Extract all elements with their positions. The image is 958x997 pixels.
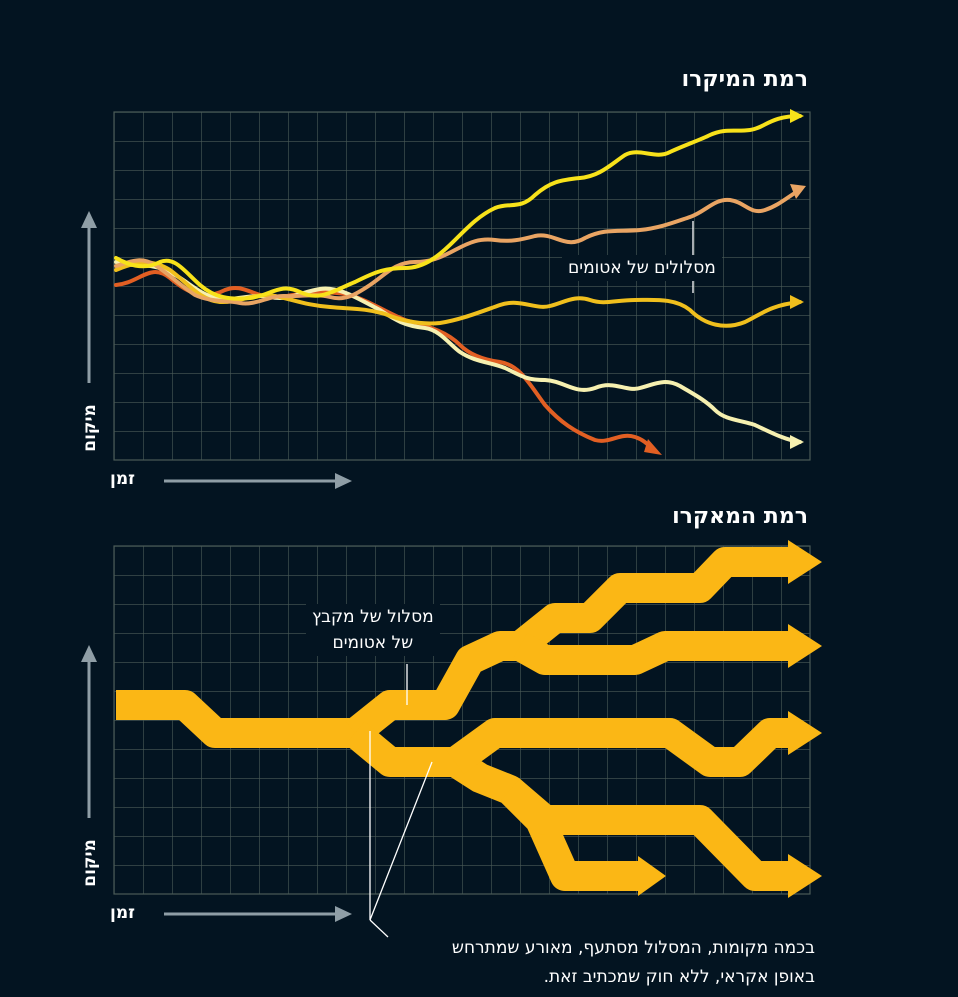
macro-y-axis-arrow [81,645,97,818]
micro-x-axis-label: זמן [110,469,135,489]
arrowhead-yellow [790,109,804,123]
macro-arrowhead-2 [788,624,822,668]
macro-band-upper-branch [345,547,790,745]
macro-caption: בכמה מקומות, המסלול מסתעף, מאורע שמתרחש … [395,934,815,992]
macro-band-lower-mid-fork [446,718,790,777]
macro-x-axis-arrow [164,906,352,922]
branch-pointer-3 [369,919,389,938]
arrowhead-peach [790,184,806,199]
trajectory-peach [114,188,802,306]
arrowhead-cream [790,435,804,449]
micro-grid [113,111,811,461]
micro-title: רמת המיקרו [681,67,808,92]
macro-annotation-line1: מסלול של מקבץ [312,607,434,627]
macro-annotation: מסלול של מקבץ של אטומים [306,604,440,656]
macro-band-upper-fork [512,631,790,675]
trajectory-yellow [114,114,802,301]
macro-arrowhead-4 [638,856,666,896]
macro-band-trunk [116,690,355,748]
macro-annotation-line2: של אטומים [332,633,414,653]
macro-x-axis-label: זמן [110,903,135,923]
micro-y-axis-arrow [81,211,97,383]
arrowhead-orange-red [644,439,662,455]
macro-arrowhead-1 [788,540,822,584]
macro-band-lower-fork [500,778,790,891]
macro-arrowhead-3 [788,711,822,755]
micro-y-axis-label: מיקום [79,404,100,452]
macro-y-axis-label: מיקום [79,839,100,887]
macro-band-lower-branch [345,721,640,891]
micro-x-axis-arrow [164,473,352,489]
micro-annotation: מסלולים של אטומים [562,255,722,281]
macro-arrowhead-5 [788,854,822,898]
caption-line1: בכמה מקומות, המסלול מסתעף, מאורע שמתרחש [451,938,815,958]
caption-line2: באופן אקראי, ללא חוק שמכתיב זאת. [543,967,815,987]
arrowhead-gold [790,295,804,309]
macro-title: רמת המאקרו [672,504,808,529]
branch-pointer-2 [369,761,433,921]
